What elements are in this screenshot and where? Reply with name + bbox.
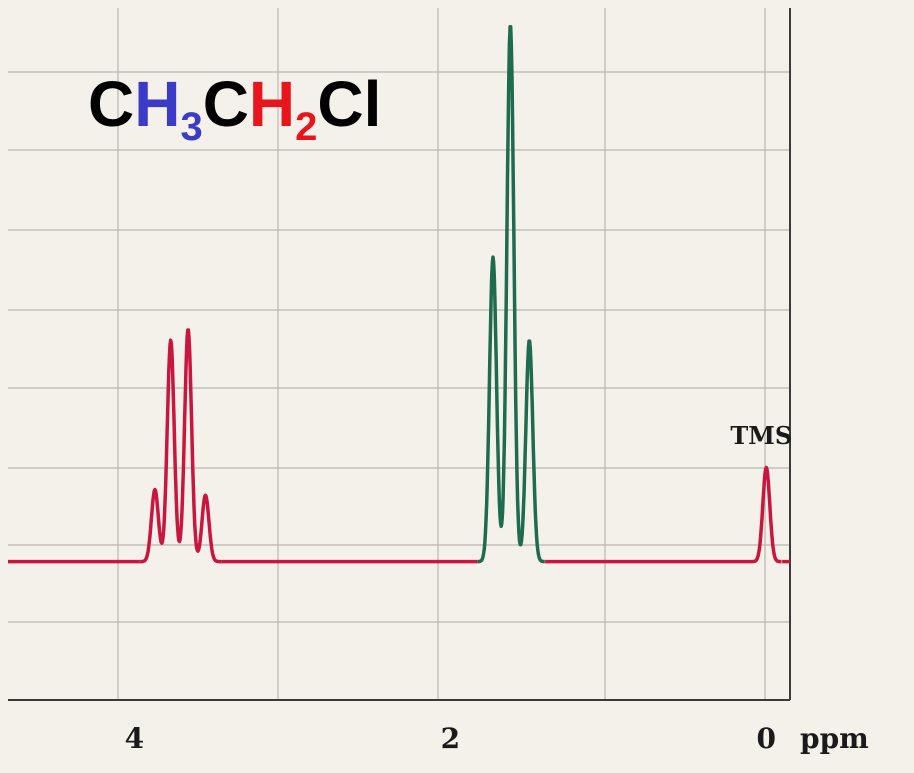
formula-part-3: C	[202, 68, 249, 140]
formula-part-1: H	[134, 68, 181, 140]
axis-labels: 4 2 0 ppm TMS	[125, 421, 869, 755]
series-trace-0	[138, 328, 223, 564]
chart-grid	[8, 8, 790, 700]
chart-title: CH3CH2Cl	[88, 72, 381, 147]
series-trace-1	[476, 25, 546, 564]
x-axis-unit-label: ppm	[800, 722, 869, 755]
x-tick-label-0: 4	[125, 722, 144, 755]
plot-frame	[8, 8, 791, 701]
x-tick-label-2: 0	[757, 722, 776, 755]
formula-part-2: 3	[180, 105, 203, 149]
x-tick-label-1: 2	[441, 722, 460, 755]
formula-part-0: C	[88, 68, 135, 140]
annotation-0: TMS	[730, 421, 792, 450]
formula-part-6: Cl	[317, 68, 382, 140]
series-trace-2	[749, 465, 783, 564]
spectrum-traces	[8, 24, 790, 564]
formula-part-5: 2	[295, 105, 318, 149]
formula-part-4: H	[248, 68, 296, 140]
